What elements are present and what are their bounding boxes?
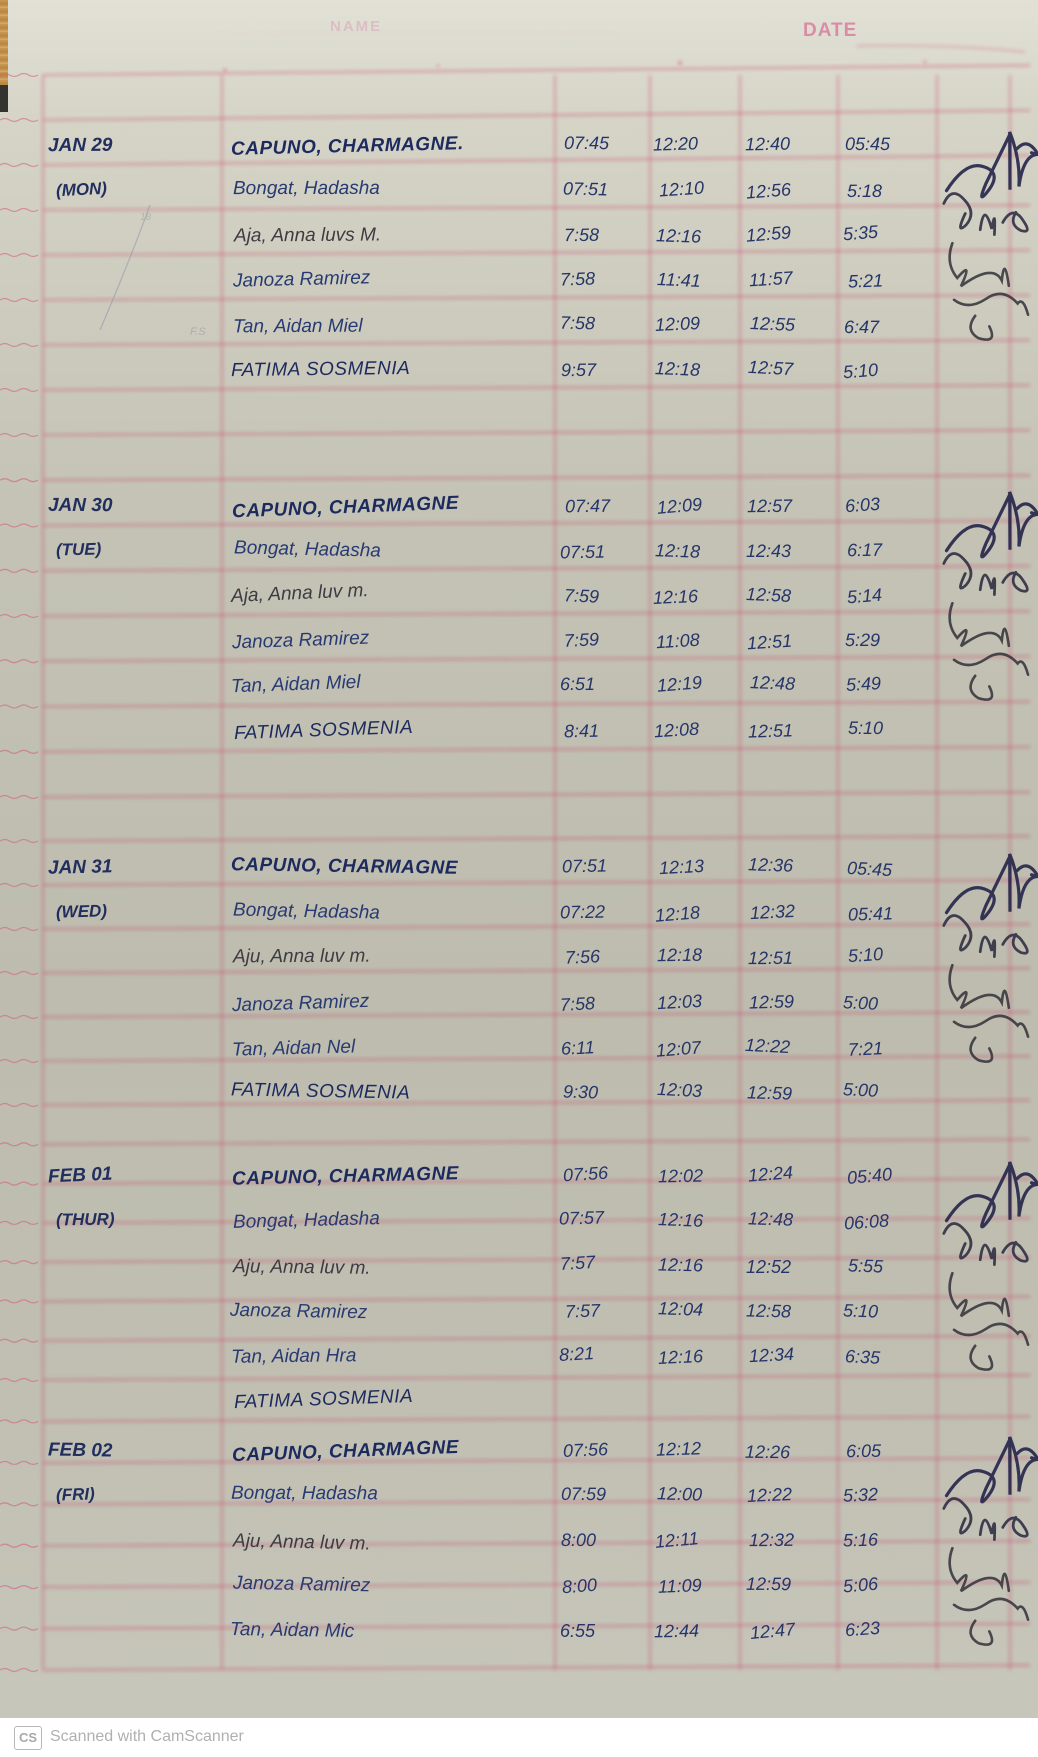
svg-text:F.S: F.S [190, 326, 206, 338]
svg-text:18: 18 [140, 212, 152, 223]
